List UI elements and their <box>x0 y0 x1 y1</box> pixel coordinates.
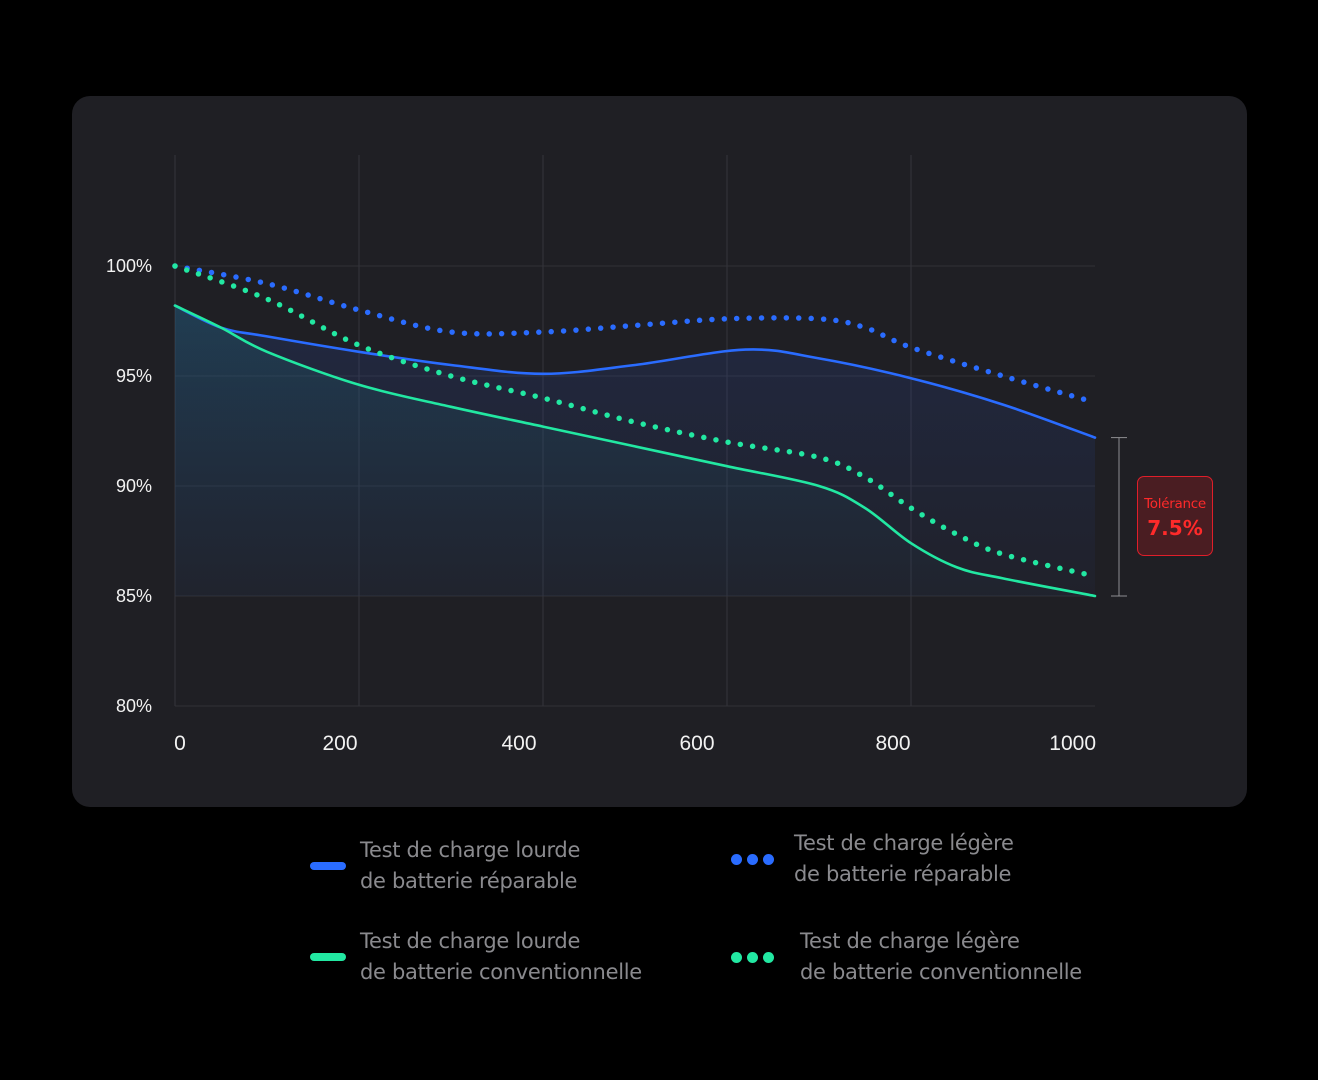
x-tick-label: 600 <box>679 732 714 755</box>
legend-item-heavy-repairable: Test de charge lourde de batterie répara… <box>310 835 580 897</box>
legend-label-line2: de batterie conventionnelle <box>360 960 642 984</box>
y-axis: 80% 85% 90% 95% 100% <box>106 256 152 716</box>
series-heavy-conventional-area <box>175 305 1095 596</box>
y-tick-label: 95% <box>116 366 152 386</box>
legend-label-line2: de batterie conventionnelle <box>800 960 1082 984</box>
x-tick-label: 400 <box>501 732 536 755</box>
x-tick-label: 200 <box>322 732 357 755</box>
series-lines <box>172 263 1098 598</box>
y-tick-label: 80% <box>116 696 152 716</box>
x-tick-label: 0 <box>174 732 186 755</box>
legend-label-line1: Test de charge lourde <box>360 838 581 862</box>
legend-item-light-repairable: Test de charge légère de batterie répara… <box>731 828 1014 890</box>
legend-label-line2: de batterie réparable <box>794 862 1012 886</box>
x-tick-label: 800 <box>875 732 910 755</box>
area-fills <box>175 305 1095 596</box>
legend-solid-line-icon <box>310 953 346 961</box>
legend-dotted-line-icon <box>731 853 774 865</box>
x-axis: 0 200 400 600 800 1000 <box>174 732 1096 755</box>
legend-label-line2: de batterie réparable <box>360 869 578 893</box>
tolerance-badge: Tolérance 7.5% <box>1137 476 1213 556</box>
legend-solid-line-icon <box>310 862 346 870</box>
y-tick-label: 90% <box>116 476 152 496</box>
series-heavy-conventional <box>173 304 1097 598</box>
legend-label-line1: Test de charge légère <box>800 929 1020 953</box>
tolerance-value: 7.5% <box>1147 516 1203 540</box>
tolerance-label: Tolérance <box>1144 496 1206 512</box>
series-heavy-repairable <box>173 304 1097 439</box>
legend-item-light-conventional: Test de charge légère de batterie conven… <box>731 926 1082 988</box>
x-tick-label: 1000 <box>1049 732 1096 755</box>
legend-dotted-line-icon <box>731 951 774 963</box>
legend-item-heavy-conventional: Test de charge lourde de batterie conven… <box>310 926 642 988</box>
legend-label-line1: Test de charge légère <box>794 831 1014 855</box>
y-tick-label: 85% <box>116 586 152 606</box>
y-tick-label: 100% <box>106 256 152 276</box>
series-light-repairable <box>172 263 1098 406</box>
tolerance-bracket <box>1111 437 1127 597</box>
legend-label-line1: Test de charge lourde <box>360 929 581 953</box>
